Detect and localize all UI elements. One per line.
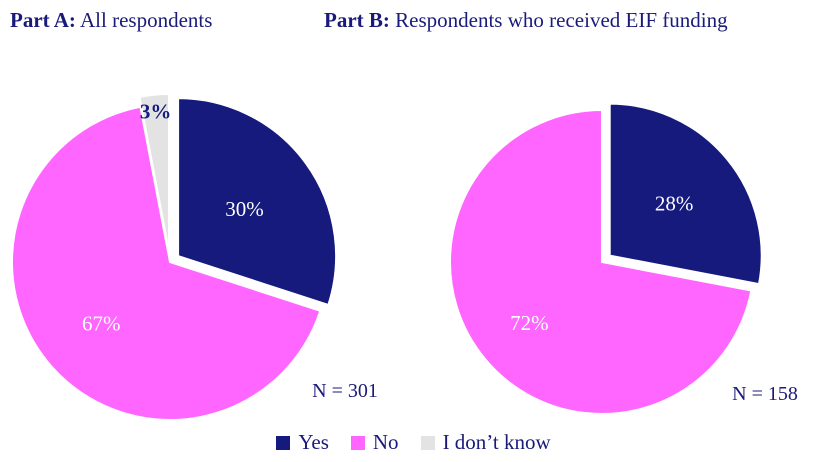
chart-a-slice-2 <box>138 93 171 253</box>
legend-item-2: I don’t know <box>420 430 551 455</box>
chart-a-slice-label-1: 67% <box>82 312 121 336</box>
chart-a-slice-0 <box>177 97 338 307</box>
chart-b-n-label: N = 158 <box>732 383 798 405</box>
chart-a-slice-label-2: 3% <box>140 99 172 123</box>
chart-b-title: Part B: Respondents who received EIF fun… <box>324 8 728 33</box>
legend: Yes No I don’t know <box>0 430 827 455</box>
chart-a-n-label: N = 301 <box>312 380 378 402</box>
chart-b-title-desc: Respondents who received EIF funding <box>395 8 728 32</box>
legend-label-0: Yes <box>298 430 329 454</box>
chart-a-title-desc: All respondents <box>80 8 213 32</box>
legend-label-1: No <box>372 430 399 454</box>
chart-a-title-part: Part A: <box>10 8 76 32</box>
legend-item-0: Yes <box>276 430 329 455</box>
legend-swatch-0 <box>276 435 291 450</box>
chart-b-slice-1 <box>449 108 753 415</box>
legend-swatch-2 <box>420 435 435 450</box>
chart-a-slice-1 <box>11 105 322 421</box>
legend-swatch-1 <box>350 435 365 450</box>
chart-b-slice-label-1: 72% <box>510 311 549 335</box>
legend-label-2: I don’t know <box>442 430 551 454</box>
chart-a-title: Part A: All respondents <box>10 8 212 33</box>
legend-item-1: No <box>350 430 399 455</box>
chart-b-slice-label-0: 28% <box>655 191 694 215</box>
chart-b-title-part: Part B: <box>324 8 390 32</box>
chart-a-slice-label-0: 30% <box>225 197 264 221</box>
chart-b-slice-0 <box>608 102 763 286</box>
